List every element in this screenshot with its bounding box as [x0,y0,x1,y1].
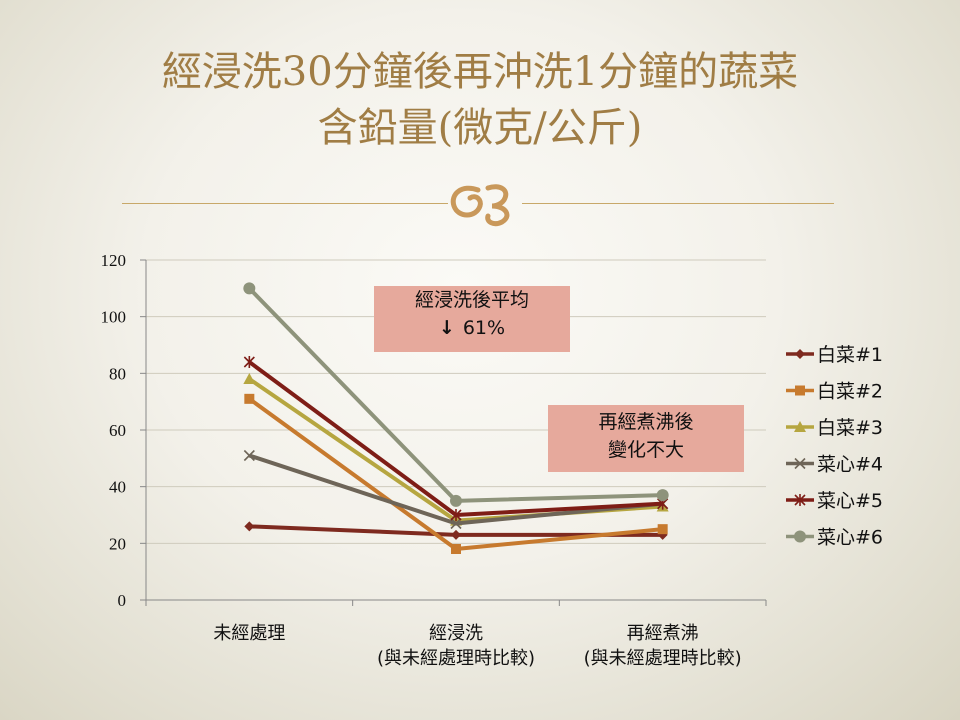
data-point [451,544,461,554]
title-divider-right [522,203,834,204]
legend-item: 白菜#3 [786,417,883,439]
callout-after-boiling-line-1: 再經煮沸後 [598,411,694,433]
data-point [243,282,256,295]
slide-title: 經浸洗30分鐘後再沖洗1分鐘的蔬菜 含鉛量(微克/公斤) [40,44,920,156]
x-tick-label: 經浸洗 [429,623,483,644]
y-tick-label: 80 [109,364,126,383]
y-tick-label: 20 [109,534,126,553]
legend-item: 白菜#1 [786,344,883,366]
x-tick-label: (與未經處理時比較) [584,648,742,669]
data-point [450,509,462,521]
callout-after-boiling-line-2: 變化不大 [607,439,684,461]
ornament-icon [450,184,510,227]
callout-average-drop: 經浸洗後平均 ↓ 61% [374,286,570,352]
slide-title-line-2: 含鉛量(微克/公斤) [317,105,643,151]
callout-average-drop-line-2-row: ↓ 61% [374,314,570,342]
data-point [244,393,255,404]
slide-title-line-1: 經浸洗30分鐘後再沖洗1分鐘的蔬菜 [161,49,799,95]
data-point [794,421,806,432]
legend-item: 菜心#4 [786,454,883,476]
data-point [244,521,255,532]
data-point [243,356,255,368]
callout-average-drop-line-1: 經浸洗後平均 [414,289,529,311]
y-tick-label: 60 [109,421,126,440]
legend-label: 菜心#4 [817,454,883,476]
legend-item: 白菜#2 [786,381,883,403]
y-tick-label: 0 [118,591,127,610]
data-point [451,529,461,540]
legend-label: 菜心#6 [817,527,883,549]
data-point [450,517,462,530]
series-白菜#2 [244,393,668,554]
legend-label: 白菜#1 [817,344,883,366]
legend-label: 白菜#2 [817,381,883,403]
data-point [656,489,669,502]
data-point [795,349,805,359]
legend-item: 菜心#6 [786,527,883,549]
legend: 白菜#1 白菜#2 白菜#3 菜心#4 菜心#5 菜心#6 [786,344,883,549]
x-tick-label: 未經處理 [213,623,285,644]
title-divider-left [122,203,448,204]
data-point [450,494,462,507]
data-point [657,524,668,535]
data-point [243,449,255,462]
legend-label: 白菜#3 [817,417,883,439]
callout-after-boiling: 再經煮沸後 變化不大 [548,405,744,472]
y-tick-label: 120 [101,251,127,270]
y-tick-label: 100 [101,308,127,327]
data-point [794,457,806,470]
x-tick-label: 再經煮沸 [627,623,699,644]
callout-average-drop-line-2: 61% [462,317,506,339]
data-point [795,385,805,396]
x-tick-label: (與未經處理時比較) [377,648,535,669]
legend-label: 菜心#5 [817,490,883,512]
series-菜心#5 [243,356,669,521]
data-point [243,373,256,384]
y-tick-label: 40 [109,478,126,497]
series-菜心#6 [243,282,669,507]
down-arrow-icon: ↓ [438,317,455,339]
data-point [794,494,806,506]
data-point [794,530,806,543]
legend-item: 菜心#5 [786,490,883,512]
